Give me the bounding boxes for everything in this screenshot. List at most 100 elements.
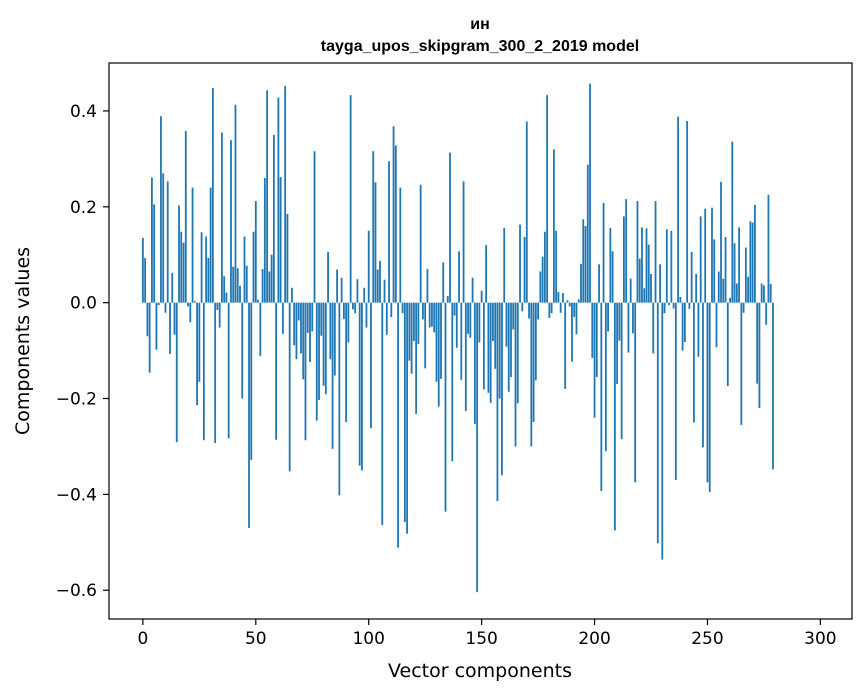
bar-146 (471, 277, 474, 303)
bar-205 (604, 302, 607, 452)
bar-161 (505, 302, 508, 347)
bar-3 (148, 302, 151, 373)
bar-45 (243, 236, 246, 303)
bar-100 (367, 230, 370, 303)
x-tick-label: 150 (465, 629, 497, 649)
bar-21 (189, 302, 192, 323)
bar-84 (331, 302, 334, 449)
bar-19 (184, 131, 187, 303)
bar-49 (252, 231, 255, 303)
bar-153 (487, 302, 490, 393)
bar-151 (482, 302, 485, 390)
bar-53 (261, 269, 264, 303)
bar-41 (234, 104, 237, 303)
bar-82 (327, 251, 329, 303)
bar-193 (577, 299, 580, 303)
y-tick-label: −0.2 (56, 390, 97, 410)
bar-145 (469, 302, 472, 338)
bar-140 (458, 251, 460, 303)
bar-26 (200, 232, 203, 303)
bar-278 (769, 283, 772, 303)
bar-176 (539, 271, 542, 303)
bar-43 (239, 285, 241, 303)
bar-17 (180, 231, 183, 303)
bar-85 (333, 302, 336, 376)
bar-0 (141, 237, 144, 303)
bar-279 (772, 302, 774, 470)
bar-33 (216, 302, 219, 310)
x-tick-label: 200 (578, 629, 610, 649)
bar-27 (202, 302, 205, 441)
bar-56 (268, 271, 271, 303)
bar-113 (397, 302, 399, 548)
bar-165 (514, 302, 517, 447)
bar-186 (562, 293, 564, 303)
x-axis-label: Vector components (388, 660, 572, 682)
bar-28 (205, 236, 208, 303)
bar-199 (591, 302, 594, 358)
bar-150 (480, 290, 483, 303)
bar-88 (340, 277, 343, 303)
bar-148 (476, 302, 479, 593)
bar-22 (191, 187, 194, 303)
bar-69 (297, 302, 300, 321)
y-tick-label: 0.2 (70, 198, 97, 218)
bar-20 (187, 302, 189, 307)
bar-38 (227, 302, 230, 439)
bar-7 (157, 302, 160, 306)
bar-219 (636, 201, 639, 303)
bar-66 (291, 287, 293, 303)
bar-138 (453, 302, 456, 316)
bar-272 (756, 302, 759, 384)
bar-64 (286, 213, 289, 303)
bar-115 (401, 302, 404, 314)
bar-215 (627, 302, 630, 353)
bar-211 (618, 302, 621, 341)
bar-74 (309, 302, 311, 363)
bar-112 (394, 145, 397, 303)
bar-163 (510, 302, 512, 377)
bar-227 (654, 201, 657, 303)
bar-270 (751, 222, 754, 303)
bar-72 (304, 302, 307, 441)
bar-181 (550, 302, 553, 314)
bar-57 (270, 254, 273, 303)
bar-98 (363, 287, 366, 303)
bar-29 (207, 258, 210, 303)
y-tick-label: 0.0 (70, 294, 97, 314)
bar-154 (489, 302, 492, 403)
bar-269 (749, 221, 752, 303)
bar-179 (546, 95, 549, 303)
bar-1 (144, 258, 147, 303)
bar-240 (683, 302, 686, 342)
bar-271 (753, 204, 756, 303)
bar-79 (320, 302, 323, 336)
bar-156 (494, 302, 497, 369)
bar-262 (733, 243, 736, 303)
bar-42 (236, 268, 239, 303)
bar-172 (530, 302, 533, 447)
bar-273 (758, 302, 761, 409)
bar-263 (735, 283, 738, 303)
bar-264 (738, 227, 740, 303)
bar-125 (424, 302, 427, 369)
bar-203 (600, 302, 603, 492)
bar-226 (652, 302, 655, 354)
bar-99 (365, 302, 368, 328)
bar-164 (512, 302, 515, 330)
bar-4 (151, 177, 153, 303)
bar-35 (221, 132, 223, 303)
bar-114 (399, 187, 402, 303)
bar-71 (302, 302, 305, 380)
bar-277 (767, 194, 770, 303)
bar-196 (584, 225, 587, 303)
bar-67 (293, 302, 296, 346)
bar-189 (568, 302, 571, 307)
bar-37 (225, 292, 228, 303)
bar-248 (702, 302, 704, 448)
bar-180 (548, 302, 551, 318)
bar-51 (257, 299, 259, 303)
bar-87 (338, 302, 341, 496)
bar-136 (449, 152, 451, 303)
bar-152 (485, 245, 488, 303)
